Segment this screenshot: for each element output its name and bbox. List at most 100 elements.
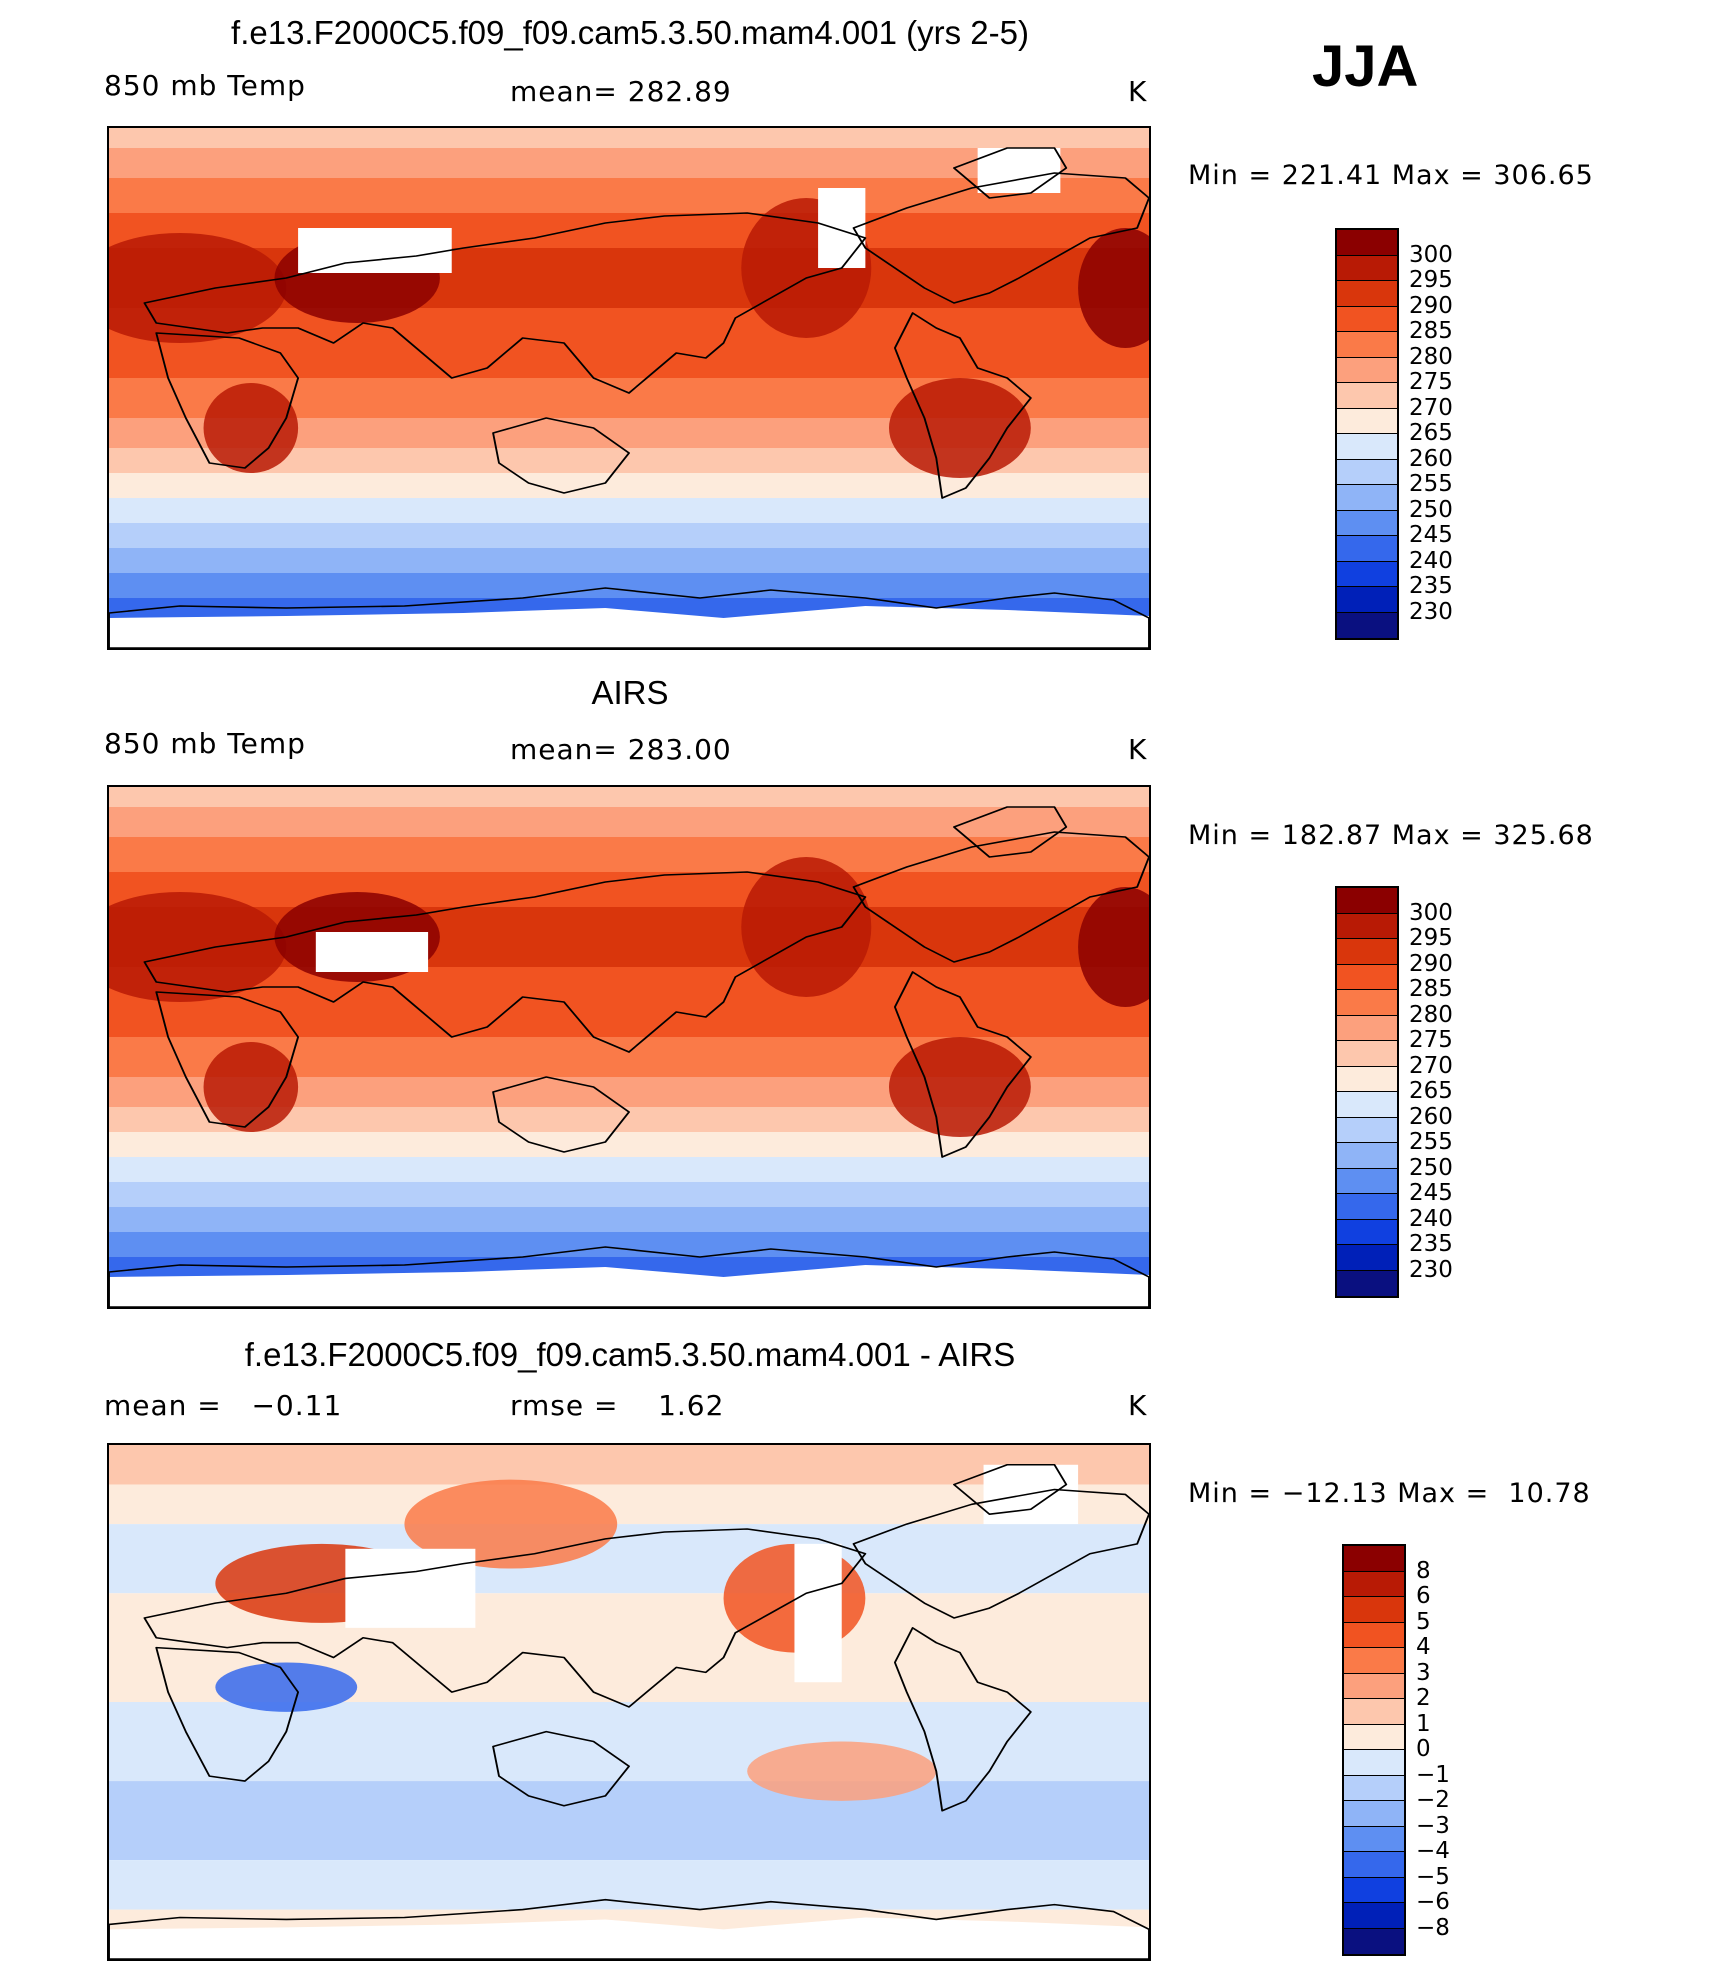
colorbar-swatch	[1337, 913, 1397, 939]
colorbar-label: 235	[1409, 573, 1453, 599]
coastline	[109, 1898, 1149, 1959]
colorbar-label: 290	[1409, 950, 1453, 977]
missing-data-mask	[977, 148, 1061, 193]
colorbar-swatch	[1337, 1041, 1397, 1067]
panel-1-colorbar	[1335, 228, 1399, 640]
panel-2-units: K	[1128, 733, 1148, 766]
colorbar-swatch	[1344, 1928, 1404, 1954]
colorbar-label: 280	[1409, 1001, 1453, 1028]
coastline	[953, 1463, 1068, 1515]
colorbar-label: 250	[1409, 496, 1453, 523]
colorbar-swatch	[1337, 281, 1397, 307]
colorbar-swatch	[1344, 1852, 1404, 1878]
colorbar-label: 290	[1409, 292, 1453, 319]
contour-band	[109, 148, 1149, 178]
coastline	[109, 587, 1149, 648]
missing-data-mask	[818, 188, 866, 268]
coastline	[893, 312, 1032, 499]
colorbar-swatch	[1337, 408, 1397, 434]
colorbar-label: 265	[1409, 1078, 1453, 1104]
contour-band	[109, 178, 1149, 213]
panel-3-map	[107, 1443, 1151, 1961]
contour-band	[109, 872, 1149, 907]
colorbar-swatch	[1337, 332, 1397, 358]
panel-2-minmax: Min = 182.87 Max = 325.68	[1188, 820, 1594, 851]
missing-data-mask	[109, 1917, 1149, 1959]
panel-3-mean-label: mean = −0.11	[104, 1389, 343, 1422]
coastline	[155, 332, 300, 469]
coastline	[953, 147, 1068, 199]
colorbar-swatch	[1337, 536, 1397, 562]
colorbar-swatch	[1344, 1826, 1404, 1852]
colorbar-label: 275	[1409, 1027, 1453, 1053]
contour-band	[109, 1207, 1149, 1232]
colorbar-label: 300	[1409, 241, 1453, 268]
colorbar-label: −2	[1416, 1787, 1450, 1813]
contour-band	[109, 523, 1149, 548]
panel-3-rmse-label: rmse = 1.62	[510, 1389, 725, 1422]
contour-field	[109, 128, 1149, 648]
colorbar-swatch	[1344, 1648, 1404, 1674]
colorbar-swatch	[1337, 587, 1397, 613]
contour-band	[109, 787, 1149, 807]
colorbar-label: 275	[1409, 369, 1453, 395]
coastline	[155, 991, 300, 1128]
colorbar-label: 270	[1409, 394, 1453, 421]
colorbar-swatch	[1337, 888, 1397, 914]
missing-data-mask	[345, 1548, 476, 1628]
coastline	[852, 831, 1149, 963]
colorbar-label: 295	[1409, 925, 1453, 951]
contour-band	[109, 1702, 1149, 1782]
contour-band	[109, 1132, 1149, 1157]
colorbar-label: 300	[1409, 899, 1453, 926]
colorbar-label: 230	[1409, 598, 1453, 625]
panel-1-variable-label: 850 mb Temp	[104, 69, 306, 102]
colorbar-swatch	[1344, 1571, 1404, 1597]
coastline	[492, 1730, 630, 1807]
colorbar-swatch	[1337, 1168, 1397, 1194]
colorbar-label: −6	[1416, 1889, 1450, 1915]
colorbar-label: 240	[1409, 1205, 1453, 1232]
colorbar-swatch	[1337, 459, 1397, 485]
contour-band	[109, 1182, 1149, 1207]
colorbar-swatch	[1344, 1877, 1404, 1903]
colorbar-label: 260	[1409, 1103, 1453, 1130]
colorbar-swatch	[1337, 990, 1397, 1016]
contour-blob	[741, 857, 872, 997]
colorbar-swatch	[1344, 1597, 1404, 1623]
missing-data-mask	[794, 1543, 842, 1683]
colorbar-swatch	[1344, 1724, 1404, 1750]
contour-blob	[109, 233, 287, 343]
colorbar-swatch	[1344, 1903, 1404, 1929]
panel-1-units: K	[1128, 75, 1148, 108]
colorbar-label: 285	[1409, 318, 1453, 344]
colorbar-swatch	[1344, 1775, 1404, 1801]
colorbar-label: 280	[1409, 343, 1453, 370]
coastline	[492, 417, 630, 494]
panel-2-mean-label: mean= 283.00	[510, 733, 732, 766]
colorbar-swatch	[1344, 1546, 1404, 1572]
panel-2-colorbar	[1335, 886, 1399, 1298]
colorbar-swatch	[1344, 1673, 1404, 1699]
colorbar-swatch	[1337, 434, 1397, 460]
colorbar-swatch	[1337, 1270, 1397, 1296]
colorbar-swatch	[1337, 1066, 1397, 1092]
coastline	[155, 1646, 300, 1782]
missing-data-mask	[109, 1265, 1149, 1307]
colorbar-swatch	[1337, 485, 1397, 511]
colorbar-swatch	[1337, 612, 1397, 638]
panel-3-title: f.e13.F2000C5.f09_f09.cam5.3.50.mam4.001…	[244, 1336, 1016, 1373]
colorbar-label: 285	[1409, 976, 1453, 1002]
colorbar-swatch	[1344, 1622, 1404, 1648]
panel-3-colorbar	[1342, 1544, 1406, 1956]
contour-blob	[889, 1037, 1031, 1137]
colorbar-swatch	[1337, 383, 1397, 409]
colorbar-label: 245	[1409, 522, 1453, 548]
colorbar-swatch	[1337, 1245, 1397, 1271]
colorbar-label: 295	[1409, 267, 1453, 293]
contour-band	[109, 1860, 1149, 1910]
colorbar-label: 5	[1416, 1608, 1431, 1635]
contour-band	[109, 473, 1149, 498]
colorbar-label: 260	[1409, 445, 1453, 472]
colorbar-label: 250	[1409, 1154, 1453, 1181]
